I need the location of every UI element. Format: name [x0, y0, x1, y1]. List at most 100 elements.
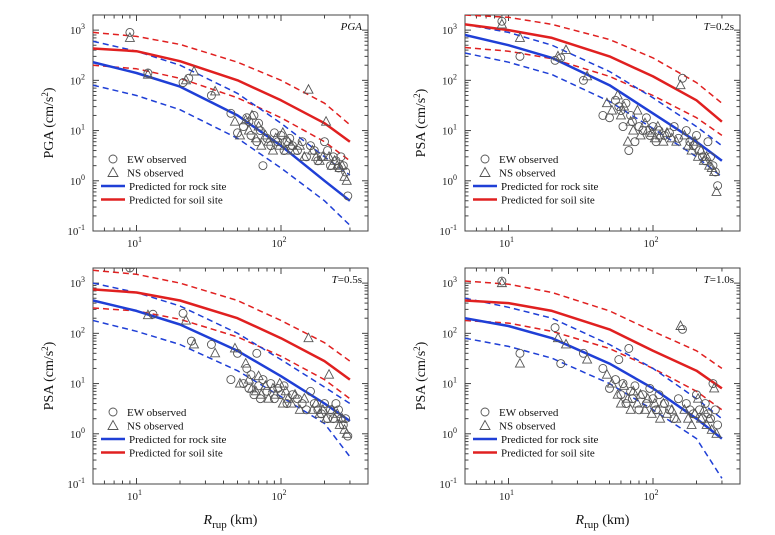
chart-2-y-tick-label: 10-1	[439, 223, 457, 238]
chart-4-ew-point	[710, 405, 720, 415]
chart-3-ns-point	[310, 397, 322, 408]
chart-3-x-tick-label: 102	[272, 488, 287, 503]
chart-2-ns-point	[612, 89, 623, 100]
chart-1-ns-point	[294, 139, 306, 150]
chart-3-ns-point	[188, 338, 200, 349]
chart-2-y-tick-label: 101	[442, 123, 457, 138]
chart-4-ew-point	[692, 390, 701, 400]
chart-1-y-axis-label: PGA (cm/s2)	[40, 87, 57, 158]
chart-1-ns-point	[317, 150, 329, 161]
chart-4-ns-point	[703, 412, 715, 423]
chart-4-ns-point	[615, 397, 627, 408]
chart-1-ns-point	[263, 135, 274, 146]
chart-4-ew-point	[605, 383, 614, 393]
chart-4-legend-entry: Predicted for rock site	[501, 434, 599, 446]
chart-2-legend-ew-symbol	[480, 154, 490, 164]
chart-4-ew-point	[550, 323, 560, 333]
chart-4-y-tick-label: 102	[442, 325, 457, 340]
chart-2-ns-point	[689, 135, 701, 146]
chart-2-y-tick-label: 103	[442, 22, 457, 37]
chart-3-ew-point	[125, 268, 135, 273]
chart-2-ns-point	[646, 126, 657, 137]
chart-3-ew-point	[206, 340, 216, 349]
chart-4-ns-point	[686, 418, 697, 429]
chart-4-ns-point	[606, 377, 618, 388]
chart-panel-2: 101 102 10-1 100 101 102 103 PSA (cm/s2) T=0.2s E…	[412, 14, 741, 250]
chart-4-ew-point	[556, 359, 566, 369]
chart-1-x-tick-label: 101	[127, 235, 142, 250]
chart-4-y-tick-label: 101	[442, 376, 457, 391]
chart-3-ns-point	[260, 379, 271, 390]
chart-1-ns-point	[289, 144, 301, 155]
chart-2-y-tick-label: 100	[442, 173, 457, 188]
chart-1-ns-point	[303, 83, 314, 94]
chart-3-ns-point	[246, 382, 258, 393]
chart-1-ns-point	[329, 154, 340, 165]
chart-2-legend-entry: NS observed	[499, 168, 556, 180]
chart-1-ns-point	[260, 129, 271, 140]
chart-4-ns-point	[711, 427, 722, 438]
chart-1-ns-point	[326, 159, 338, 170]
chart-1-ew-point	[320, 137, 329, 147]
chart-1-ew-point	[239, 122, 248, 132]
chart-4-ns-point	[612, 388, 623, 399]
chart-4-ns-point	[654, 412, 666, 423]
chart-1-ns-point	[286, 139, 297, 150]
chart-2-ns-point	[496, 18, 508, 29]
chart-2-ew-point	[624, 146, 634, 155]
chart-3-ns-point	[234, 377, 246, 388]
chart-1-ew-point	[301, 152, 311, 162]
chart-2-ns-point	[622, 135, 634, 146]
chart-3-ns-point	[250, 385, 262, 396]
chart-4-x-tick-label: 102	[644, 488, 659, 503]
chart-2-rock-lower-line	[465, 52, 723, 178]
chart-2-y-axis-label: PSA (cm/s2)	[412, 88, 429, 157]
chart-2-ns-point	[658, 135, 669, 146]
chart-2-ew-point	[706, 152, 715, 162]
chart-3-ns-point	[277, 397, 289, 408]
chart-1-ns-point	[253, 120, 264, 131]
chart-3-ew-point	[338, 420, 348, 430]
chart-4-ew-point	[645, 383, 655, 393]
chart-4-ns-point	[552, 332, 564, 343]
chart-4-period-label: T=1.0s	[704, 274, 734, 286]
chart-1-y-tick-label: 103	[70, 22, 85, 37]
chart-3-ns-point	[294, 403, 306, 414]
chart-3-ew-point	[252, 348, 262, 358]
chart-4-ew-point	[624, 344, 634, 353]
chart-4-soil-upper-line	[465, 280, 723, 370]
chart-3-ew-point	[269, 394, 279, 404]
chart-2-ns-point	[642, 124, 654, 135]
chart-3-ns-point	[280, 385, 292, 396]
chart-3-y-tick-label: 100	[70, 426, 85, 441]
chart-4-ns-point	[601, 368, 613, 379]
chart-4-ew-point	[708, 379, 718, 389]
chart-1-y-tick-label: 101	[70, 123, 85, 138]
chart-3-period-label: T=0.5s	[332, 274, 362, 286]
chart-4-ew-point	[618, 379, 628, 389]
chart-2-ns-point	[703, 159, 715, 170]
chart-4-y-tick-label: 100	[442, 426, 457, 441]
chart-3-ns-point	[329, 412, 340, 423]
chart-3-ns-point	[336, 412, 348, 423]
chart-3-ns-point	[243, 373, 255, 384]
chart-3-x-axis-label: Rrup (km)	[203, 513, 258, 531]
chart-3-ns-point	[267, 382, 279, 393]
chart-3-plot-area	[93, 268, 353, 458]
chart-3-ns-point	[263, 392, 274, 403]
chart-1-rock-lower-line	[93, 84, 351, 226]
chart-3-ns-point	[299, 392, 310, 403]
chart-4-ew-point	[634, 405, 644, 415]
chart-3-ns-point	[229, 342, 241, 353]
chart-1-ns-point	[299, 150, 310, 161]
chart-3-ns-point	[286, 397, 297, 408]
chart-1-ns-point	[180, 74, 192, 85]
chart-2-ns-point	[552, 50, 564, 61]
chart-4-ns-point	[679, 403, 690, 414]
chart-4-ns-point	[514, 357, 526, 368]
chart-4-ns-point	[658, 397, 669, 408]
chart-3-x-tick-label: 101	[127, 488, 142, 503]
chart-2-ns-point	[652, 120, 664, 131]
chart-1-period-label: PGA	[340, 21, 363, 33]
